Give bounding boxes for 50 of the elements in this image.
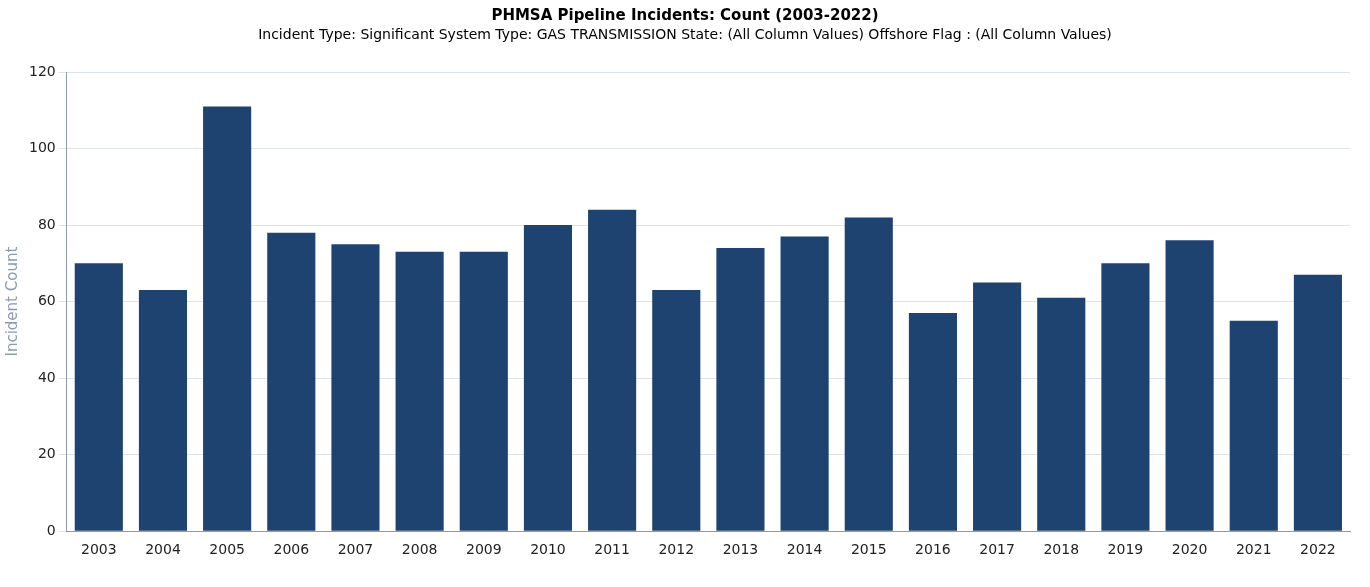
y-axis-title: Incident Count <box>2 246 21 357</box>
bar <box>267 232 316 531</box>
bar <box>1229 320 1278 531</box>
bar <box>1293 274 1342 531</box>
x-tick-label: 2014 <box>786 541 823 558</box>
x-tick-label: 2008 <box>401 541 438 558</box>
x-tick-label: 2018 <box>1043 541 1080 558</box>
x-tick-label: 2019 <box>1107 541 1144 558</box>
x-tick-label: 2006 <box>273 541 310 558</box>
bar <box>203 106 252 531</box>
x-tick-label: 2010 <box>530 541 566 558</box>
bar <box>1165 240 1214 531</box>
bar <box>1101 263 1150 531</box>
y-tick-label: 100 <box>28 139 56 156</box>
x-tick-label: 2011 <box>594 541 630 558</box>
bar <box>973 282 1022 531</box>
y-tick-label: 40 <box>37 368 56 385</box>
x-tick-label: 2009 <box>465 541 502 558</box>
x-tick-label: 2012 <box>658 541 695 558</box>
x-tick-label: 2007 <box>337 541 374 558</box>
bar <box>138 290 188 531</box>
x-tick-label: 2017 <box>979 541 1015 558</box>
x-tick-label: 2021 <box>1235 541 1272 558</box>
y-tick-label: 80 <box>37 215 56 232</box>
chart-subtitle: Incident Type: Significant System Type: GAS TRANSMISSION State: (All Column Values) Offshore Flag : (All Column Values) <box>257 26 1113 42</box>
y-tick-label: 20 <box>37 445 56 462</box>
x-tick-label: 2015 <box>850 541 887 558</box>
x-tick-label: 2003 <box>80 541 117 558</box>
bar <box>716 248 765 531</box>
x-tick-label: 2016 <box>915 541 951 558</box>
chart-title: PHMSA Pipeline Incidents: Count (2003-2022) <box>490 6 880 24</box>
bar <box>74 263 123 531</box>
bar <box>652 290 701 531</box>
y-tick-label: 60 <box>37 292 56 309</box>
bar <box>780 236 829 531</box>
bar <box>331 244 380 531</box>
bar <box>1037 297 1086 531</box>
x-tick-label: 2020 <box>1171 541 1208 558</box>
bar <box>908 313 957 531</box>
x-tick-label: 2005 <box>209 541 245 558</box>
bar <box>395 251 444 531</box>
x-tick-label: 2004 <box>145 541 181 558</box>
bar <box>523 225 573 531</box>
y-tick-label: 120 <box>28 62 56 79</box>
x-tick-label: 2013 <box>722 541 759 558</box>
x-tick-label: 2022 <box>1300 541 1336 558</box>
bar <box>588 209 637 531</box>
bar <box>844 217 893 531</box>
y-tick-label: 0 <box>46 521 56 538</box>
bar <box>459 251 508 531</box>
